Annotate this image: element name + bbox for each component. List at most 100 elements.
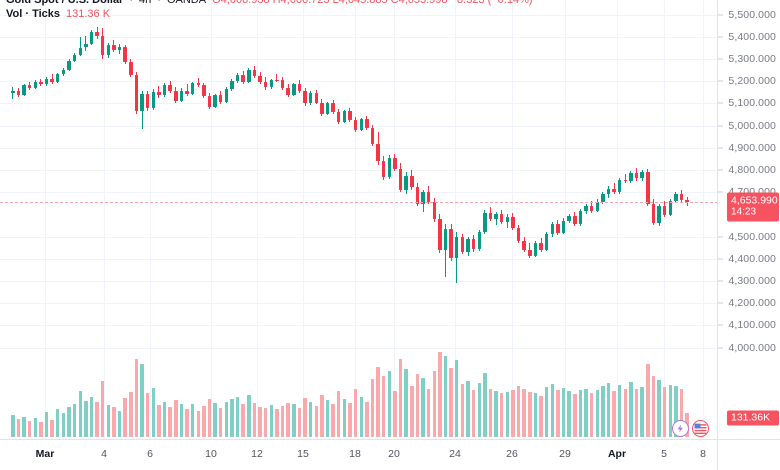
candle-body — [381, 161, 386, 178]
candle — [325, 0, 330, 440]
candle-body — [303, 91, 307, 104]
grid-line-vertical — [211, 0, 212, 440]
candle — [39, 0, 43, 440]
volume-bar — [471, 389, 476, 437]
candle-body — [584, 206, 588, 211]
candle — [129, 0, 133, 440]
price-tick-mark — [718, 324, 723, 326]
candle — [286, 0, 290, 440]
candle — [247, 0, 251, 440]
volume-bar — [168, 407, 172, 437]
candle — [219, 0, 223, 440]
axis-corner — [717, 439, 780, 470]
time-tick-label: 4 — [101, 448, 107, 460]
candle — [522, 0, 526, 440]
candle-body — [657, 205, 661, 223]
price-axis[interactable]: 5,500.000 5,400.000 5,300.000 5,200.000 5,10… — [717, 0, 780, 440]
candle-body — [292, 83, 296, 95]
volume-bar — [123, 398, 127, 437]
price-tick-label: 5,300.000 — [728, 53, 776, 65]
candle-body — [275, 79, 279, 81]
volume-bar — [657, 380, 661, 437]
candle — [584, 0, 588, 440]
volume-bar — [95, 402, 99, 437]
candle — [685, 0, 689, 440]
candle-body — [308, 92, 313, 104]
candle-body — [348, 111, 352, 120]
candle — [89, 0, 94, 440]
time-axis[interactable]: Mar 4 6 10 12 15 18 20 24 26 29 Apr 5 8 — [0, 439, 718, 470]
grid-line-horizontal — [0, 236, 718, 238]
candle — [539, 0, 543, 440]
price-tick-label: 5,200.000 — [728, 75, 776, 88]
volume-bar — [449, 368, 453, 437]
candle — [196, 0, 200, 440]
candle — [528, 0, 532, 440]
volume-bar — [252, 403, 257, 437]
price-tick-mark — [718, 302, 723, 304]
candle-body — [522, 241, 526, 250]
price-tick-mark — [718, 80, 723, 82]
candle-body — [651, 204, 656, 223]
volume-bar — [33, 418, 38, 437]
volume-bar — [297, 407, 302, 437]
candle-body — [432, 201, 437, 220]
candle — [488, 0, 493, 440]
volume-bar — [303, 397, 307, 437]
us-flag-event-icon[interactable] — [692, 420, 709, 437]
candle — [601, 0, 605, 440]
grid-line-horizontal — [0, 347, 718, 349]
candle — [11, 0, 15, 440]
flash-event-icon[interactable] — [672, 420, 689, 437]
volume-bar — [651, 376, 656, 437]
volume-bar — [421, 377, 425, 437]
volume-bar — [477, 382, 481, 437]
candle-body — [421, 192, 425, 204]
candle — [224, 0, 229, 440]
candle-wick — [79, 36, 81, 57]
volume-bar — [78, 390, 82, 437]
candle-body — [460, 237, 465, 253]
candle — [556, 0, 560, 440]
volume-bar — [117, 410, 122, 437]
candle-body — [404, 176, 408, 190]
volume-bar — [185, 408, 189, 437]
volume-bar — [213, 402, 217, 437]
candle — [185, 0, 189, 440]
volume-bar — [112, 407, 116, 437]
volume-bar — [438, 352, 442, 437]
candle — [280, 0, 285, 440]
volume-bar — [134, 359, 139, 437]
candle — [22, 0, 26, 440]
volume-bar — [67, 406, 71, 437]
candle — [100, 0, 105, 440]
candle-body — [151, 91, 156, 109]
candle — [269, 0, 274, 440]
candle-body — [331, 103, 335, 113]
chart-plot-area[interactable] — [0, 0, 718, 440]
price-tick-label: 4,900.000 — [728, 141, 776, 154]
volume-bar — [573, 394, 577, 437]
volume-bar — [381, 376, 386, 437]
candle — [674, 0, 678, 440]
candle-body — [488, 212, 493, 220]
volume-bar — [561, 387, 566, 437]
price-tick-mark — [718, 125, 723, 127]
candle — [145, 0, 150, 440]
candle — [505, 0, 510, 440]
grid-line-horizontal — [0, 281, 718, 282]
candle-body — [511, 216, 515, 229]
volume-bar — [606, 383, 611, 437]
price-tick-label: 4,300.000 — [728, 275, 776, 287]
grid-line-horizontal — [0, 59, 718, 60]
candle-body — [674, 193, 678, 202]
candle — [629, 0, 633, 440]
candle — [106, 0, 111, 440]
candle — [421, 0, 425, 440]
volume-bar — [84, 400, 88, 437]
candle-body — [595, 201, 599, 211]
volume-bar — [550, 384, 555, 437]
volume-bar — [230, 399, 234, 437]
candle-body — [646, 171, 650, 205]
volume-bar — [286, 403, 290, 437]
